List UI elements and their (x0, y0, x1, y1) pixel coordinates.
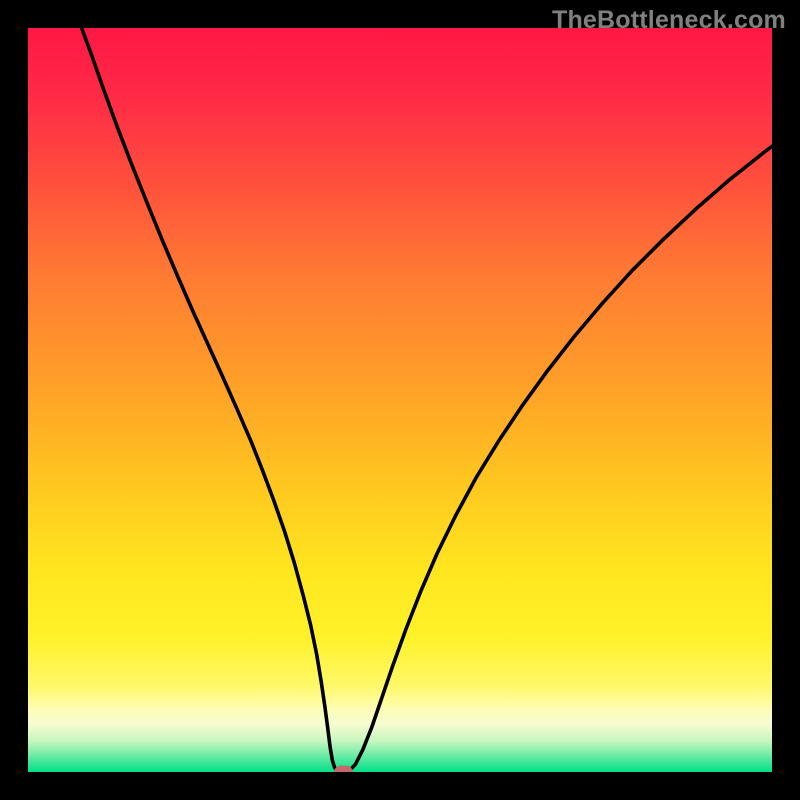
figure-root: TheBottleneck.com (0, 0, 800, 800)
watermark-text: TheBottleneck.com (552, 6, 786, 35)
bottleneck-chart (0, 0, 800, 800)
gradient-background (28, 28, 772, 772)
plot-area (28, 28, 772, 778)
